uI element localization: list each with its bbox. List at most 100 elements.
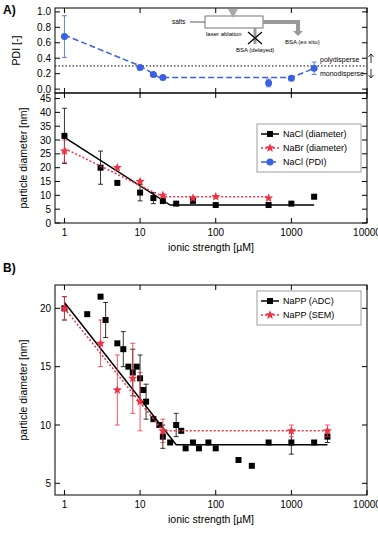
marker-square	[114, 340, 120, 346]
marker-square	[173, 201, 179, 207]
x-tick-label: 10	[135, 499, 147, 510]
y-tick	[362, 425, 367, 426]
marker-square	[125, 364, 131, 370]
y-tick	[55, 126, 60, 127]
y-tick-label: 15	[40, 361, 52, 372]
schematic-label: BSA (delayed)	[236, 47, 274, 53]
y-tick-label: 0.6	[37, 37, 51, 48]
x-tick	[291, 285, 292, 290]
marker-square	[103, 317, 109, 323]
marker-star	[136, 397, 145, 406]
y-tick	[362, 483, 367, 484]
legend: NaPP (ADC)NaPP (SEM)	[257, 291, 361, 325]
x-tick	[215, 88, 216, 93]
marker-square	[311, 194, 317, 200]
error-bar	[98, 151, 103, 184]
y-axis-title: particle diameter [nm]	[17, 107, 29, 208]
marker-star	[136, 177, 145, 186]
x-tick-label: 10000	[353, 227, 378, 238]
schematic-cross	[248, 32, 262, 44]
schematic-label: salts	[172, 18, 186, 25]
y-tick	[362, 27, 367, 28]
marker-star	[128, 374, 137, 383]
x-axis-title: ionic strength [µM]	[168, 241, 254, 253]
marker-square	[114, 180, 120, 186]
x-tick	[215, 490, 216, 495]
chart: 110100100010000051015202530354045ionic s…	[17, 93, 378, 253]
y-tick-label: 0.4	[37, 53, 51, 64]
marker-circle	[288, 75, 295, 82]
x-tick	[291, 93, 292, 98]
marker-circle	[311, 65, 318, 72]
y-tick	[362, 366, 367, 367]
annotation: polydisperse	[320, 56, 359, 64]
figure: 0.00.20.40.60.81.0PDI [-]A)polydispersem…	[0, 0, 378, 537]
marker-circle	[265, 79, 272, 86]
error-bar	[160, 198, 165, 204]
marker-square	[140, 387, 146, 393]
y-tick-label: 5	[45, 204, 51, 215]
x-axis-title: ionic strength [µM]	[168, 513, 254, 525]
marker-star	[264, 193, 273, 202]
marker-square	[267, 131, 273, 137]
marker-square	[137, 190, 143, 196]
panel-label: B)	[3, 261, 16, 275]
schematic-label: BSA (ex situ)	[285, 39, 320, 45]
laser-beam	[228, 9, 238, 18]
legend-label: NaBr (diameter)	[283, 143, 347, 153]
marker-star	[323, 426, 332, 435]
x-tick	[64, 88, 65, 93]
y-tick	[55, 11, 60, 12]
fit-line	[64, 148, 268, 196]
x-tick	[215, 8, 216, 13]
x-tick	[215, 218, 216, 223]
y-tick-label: 10	[40, 420, 52, 431]
y-tick	[362, 209, 367, 210]
chart: 1101001000100005101520ionic strength [µM…	[3, 261, 378, 525]
schematic: saltslaser ablationBSA (delayed)BSA (ex …	[172, 9, 320, 53]
y-tick	[55, 425, 60, 426]
fit-line	[64, 35, 314, 78]
marker-circle	[137, 64, 144, 71]
y-tick-label: 1.0	[37, 6, 51, 17]
y-tick	[55, 140, 60, 141]
marker-square	[150, 195, 156, 201]
y-tick-label: 45	[40, 93, 52, 104]
marker-square	[183, 445, 189, 451]
x-tick	[291, 88, 292, 93]
y-tick	[55, 366, 60, 367]
plot-frame	[55, 8, 367, 93]
y-tick	[362, 89, 367, 90]
y-tick	[362, 140, 367, 141]
marker-circle	[159, 74, 166, 81]
y-tick	[55, 112, 60, 113]
x-tick	[64, 93, 65, 98]
x-tick	[215, 285, 216, 290]
x-tick	[64, 218, 65, 223]
y-tick	[55, 42, 60, 43]
marker-square	[120, 346, 126, 352]
y-tick	[55, 89, 60, 90]
plot-marks	[61, 16, 318, 87]
y-tick	[55, 195, 60, 196]
x-tick	[140, 93, 141, 98]
x-tick-label: 1	[62, 227, 68, 238]
marker-star	[211, 192, 220, 201]
x-tick-label: 1	[62, 499, 68, 510]
y-tick	[362, 195, 367, 196]
y-axis-title: particle diameter [nm]	[17, 339, 29, 440]
y-tick	[55, 27, 60, 28]
marker-star	[60, 146, 69, 155]
y-tick	[362, 308, 367, 309]
x-tick	[215, 93, 216, 98]
y-tick	[362, 58, 367, 59]
marker-square	[288, 201, 294, 207]
marker-square	[143, 399, 149, 405]
marker-square	[134, 364, 140, 370]
error-bar	[138, 184, 143, 201]
x-tick	[140, 218, 141, 223]
x-tick	[64, 285, 65, 290]
marker-square	[235, 457, 241, 463]
legend-label: NaPP (SEM)	[283, 310, 334, 320]
marker-star	[188, 193, 197, 202]
